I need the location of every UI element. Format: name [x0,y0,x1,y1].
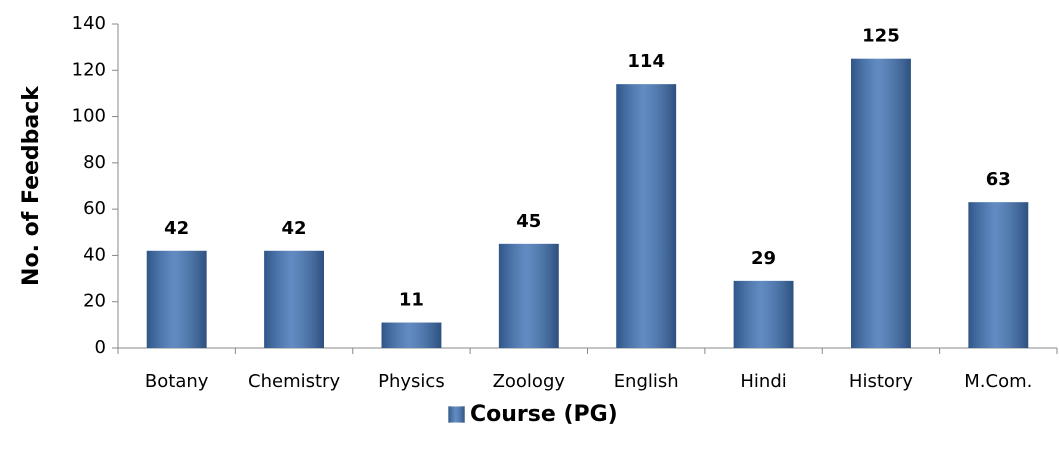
x-tick-label: Zoology [493,371,566,392]
bar-shade [733,280,794,348]
data-label: 11 [399,290,424,311]
bar-shade [851,58,911,348]
data-label: 125 [862,26,900,47]
bar-shade [498,243,559,348]
y-tick-label: 60 [83,198,106,219]
y-tick-label: 80 [83,152,106,173]
data-label: 42 [282,218,307,239]
x-tick-label: M.Com. [964,371,1032,392]
y-axis-label: No. of Feedback [19,85,44,286]
y-tick-label: 20 [83,291,106,312]
bar-shade [264,250,324,348]
y-tick-label: 40 [83,244,106,265]
legend-swatch-shade [448,406,465,423]
bar-shade [146,250,207,348]
x-tick-label: Chemistry [248,371,340,392]
x-tick-label: English [614,371,679,392]
data-label: 114 [627,51,665,72]
data-label: 63 [986,169,1011,190]
x-tick-label: Hindi [740,371,786,392]
data-label: 45 [516,211,541,232]
x-tick-label: History [849,371,913,392]
data-label: 29 [751,248,776,269]
x-tick-label: Botany [145,371,209,392]
y-tick-label: 140 [72,13,106,34]
data-label: 42 [164,218,189,239]
bar-shade [381,322,442,348]
y-tick-label: 120 [72,59,106,80]
y-tick-label: 100 [72,106,106,127]
legend-label: Course (PG) [470,402,618,427]
x-tick-label: Physics [378,371,445,392]
bar-shade [616,84,677,349]
bar-shade [968,202,1029,348]
y-tick-label: 0 [95,337,106,358]
